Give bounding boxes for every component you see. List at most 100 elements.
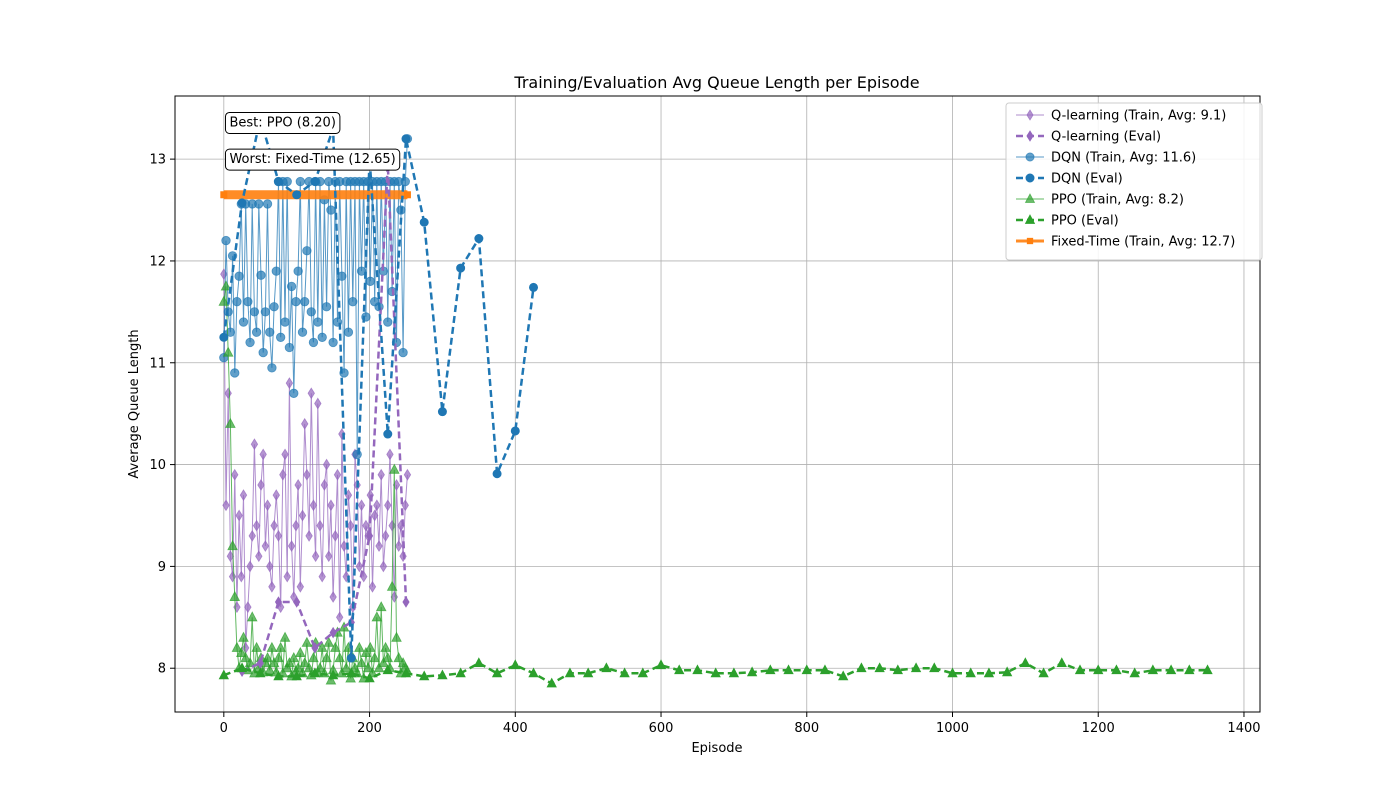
legend-label: Q-learning (Eval) bbox=[1051, 130, 1161, 145]
data-point bbox=[222, 499, 230, 512]
data-point bbox=[362, 519, 370, 532]
data-point bbox=[300, 297, 310, 307]
data-point bbox=[801, 664, 812, 675]
data-point bbox=[692, 664, 703, 675]
data-point bbox=[368, 580, 377, 593]
data-point bbox=[262, 199, 273, 209]
data-point bbox=[323, 636, 335, 647]
data-point bbox=[388, 463, 400, 474]
data-point bbox=[246, 611, 258, 622]
data-point bbox=[249, 307, 260, 317]
annotation-box bbox=[224, 148, 401, 171]
data-point bbox=[308, 337, 319, 348]
data-point bbox=[235, 646, 247, 657]
data-point bbox=[232, 297, 242, 307]
data-point bbox=[373, 499, 381, 512]
annotations: Best: PPO (8.20) Worst: Fixed-Time (12.65… bbox=[224, 111, 401, 171]
data-point bbox=[321, 651, 332, 663]
data-point bbox=[655, 659, 667, 670]
data-point bbox=[229, 590, 241, 601]
data-point bbox=[838, 670, 849, 681]
y-tick-label: 12 bbox=[149, 254, 166, 269]
data-point bbox=[287, 540, 296, 552]
data-point bbox=[289, 388, 299, 398]
annotation-text: Best: PPO (8.20) bbox=[229, 115, 335, 130]
data-point bbox=[243, 297, 253, 307]
data-point bbox=[298, 509, 307, 522]
data-point bbox=[328, 337, 338, 348]
data-point bbox=[473, 657, 485, 668]
data-point bbox=[528, 667, 539, 678]
data-point bbox=[965, 667, 976, 678]
legend-label: DQN (Train, Avg: 11.6) bbox=[1051, 151, 1196, 166]
data-point bbox=[346, 519, 355, 532]
data-point bbox=[280, 317, 290, 327]
data-point bbox=[352, 449, 362, 460]
data-point bbox=[710, 667, 721, 678]
data-point bbox=[244, 601, 252, 614]
data-point bbox=[355, 560, 364, 573]
data-point bbox=[302, 246, 312, 256]
data-point bbox=[419, 217, 429, 227]
data-point bbox=[1147, 664, 1159, 675]
data-point bbox=[1165, 664, 1177, 675]
data-point bbox=[402, 596, 410, 608]
data-point bbox=[273, 670, 284, 681]
legend-marker bbox=[1025, 173, 1035, 183]
data-point bbox=[491, 667, 503, 678]
legend-entry: PPO (Train, Avg: 8.2) bbox=[1016, 193, 1184, 208]
data-point bbox=[1184, 664, 1195, 675]
data-point bbox=[262, 651, 273, 663]
data-point bbox=[292, 519, 300, 532]
data-point bbox=[294, 478, 302, 491]
data-point bbox=[250, 438, 259, 451]
data-point bbox=[371, 611, 383, 622]
data-point bbox=[400, 176, 410, 187]
data-point bbox=[260, 307, 271, 317]
data-point bbox=[248, 529, 256, 542]
data-point bbox=[273, 651, 284, 663]
data-point bbox=[284, 657, 295, 668]
data-point bbox=[231, 641, 243, 652]
legend-label: Q-learning (Train, Avg: 9.1) bbox=[1051, 109, 1226, 124]
x-tick-label: 1200 bbox=[1082, 721, 1115, 736]
data-point bbox=[400, 667, 412, 678]
data-point bbox=[357, 499, 366, 512]
data-point bbox=[314, 397, 322, 410]
data-point bbox=[1001, 666, 1013, 677]
data-point bbox=[265, 327, 275, 337]
data-point bbox=[252, 519, 261, 532]
data-point bbox=[386, 580, 398, 591]
data-point bbox=[318, 570, 326, 583]
series-ppo-eval bbox=[218, 657, 1213, 688]
chart-title: Training/Evaluation Avg Queue Length per… bbox=[513, 73, 919, 92]
data-point bbox=[316, 641, 328, 652]
data-point bbox=[765, 664, 776, 675]
data-point bbox=[218, 669, 229, 680]
data-point bbox=[293, 596, 301, 608]
data-point bbox=[254, 199, 264, 209]
data-point bbox=[246, 560, 254, 573]
data-point bbox=[257, 478, 265, 491]
data-point bbox=[271, 266, 281, 276]
data-point bbox=[231, 468, 239, 481]
data-point bbox=[261, 540, 270, 552]
data-point bbox=[892, 664, 904, 675]
data-point bbox=[856, 662, 867, 673]
data-point bbox=[219, 332, 229, 342]
data-point bbox=[343, 327, 354, 337]
data-point bbox=[333, 468, 342, 481]
series-layer bbox=[218, 113, 1213, 688]
legend-entry: Q-learning (Train, Avg: 9.1) bbox=[1016, 109, 1226, 124]
data-point bbox=[296, 580, 305, 593]
data-point bbox=[564, 667, 576, 678]
data-point bbox=[225, 327, 236, 337]
data-point bbox=[783, 664, 794, 675]
data-point bbox=[582, 667, 594, 678]
data-point bbox=[258, 347, 268, 358]
data-point bbox=[311, 550, 320, 563]
data-point bbox=[329, 590, 337, 603]
data-point bbox=[1129, 667, 1140, 678]
data-point bbox=[270, 519, 278, 532]
data-point bbox=[240, 651, 252, 663]
